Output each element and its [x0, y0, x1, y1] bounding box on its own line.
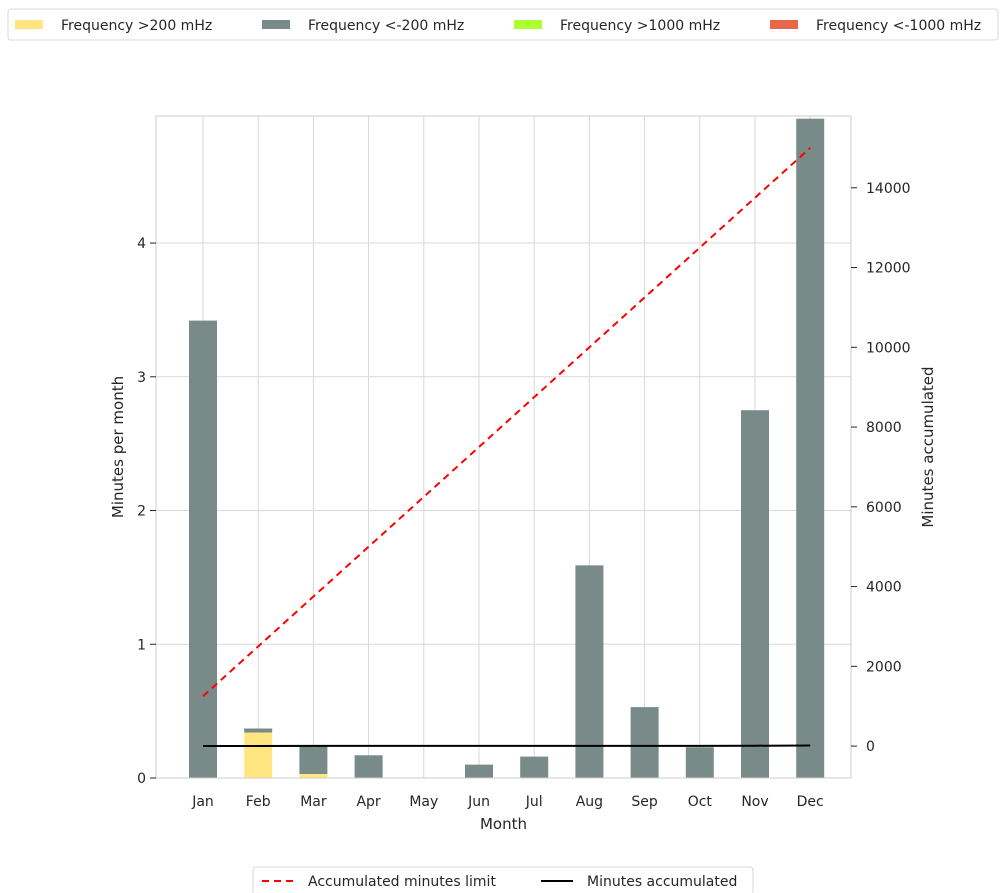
legend-label: Frequency >1000 mHz — [560, 18, 720, 34]
y-right-tick-label: 10000 — [866, 340, 911, 356]
legend-swatch — [15, 20, 43, 29]
bar — [299, 773, 328, 778]
y-tick-label: 3 — [137, 370, 146, 386]
plot-frame — [155, 115, 852, 779]
y-right-tick-label: 0 — [866, 739, 875, 755]
legend-bottom: Accumulated minutes limit Minutes accumul… — [252, 866, 754, 893]
x-tick-label: Feb — [246, 794, 271, 810]
legend-label: Minutes accumulated — [587, 874, 737, 890]
x-tick-label: Apr — [356, 794, 380, 810]
x-tick-label: Aug — [576, 794, 603, 810]
y-right-tick-label: 12000 — [866, 261, 911, 277]
legend-label: Frequency <-200 mHz — [308, 18, 464, 34]
bar — [520, 756, 549, 778]
bar — [244, 728, 273, 733]
x-tick-label: Jun — [467, 794, 490, 810]
y-tick-label: 4 — [137, 236, 146, 252]
bar — [575, 565, 604, 778]
legend-label: Accumulated minutes limit — [308, 874, 496, 890]
x-tick-label: Jul — [525, 794, 543, 810]
bar — [299, 745, 328, 774]
x-tick-label: Jan — [191, 794, 214, 810]
legend-top-frame — [7, 8, 999, 41]
legend-swatch — [262, 20, 290, 29]
bar — [796, 118, 825, 778]
legend-swatch — [770, 20, 798, 29]
x-tick-label: Mar — [300, 794, 327, 810]
y-axis-label: Minutes per month — [109, 376, 127, 518]
legend-label: Frequency <-1000 mHz — [816, 18, 981, 34]
y-tick-label: 2 — [137, 504, 146, 520]
bar — [465, 764, 493, 778]
x-tick-label: Oct — [688, 794, 713, 810]
y-tick-label: 0 — [137, 771, 146, 787]
legend-label: Frequency >200 mHz — [61, 18, 212, 34]
axes-ticks: 0 1 2 3 4 0 2000 4000 6000 8000 10000 12000 14000 Jan… — [137, 181, 910, 810]
bar — [685, 747, 714, 778]
y-right-tick-label: 14000 — [866, 181, 911, 197]
y-axis-right-label: Minutes accumulated — [919, 366, 937, 527]
bar — [630, 707, 659, 778]
x-tick-label: Dec — [797, 794, 824, 810]
legend-top: Frequency >200 mHz Frequency <-200 mHz Fre… — [7, 8, 999, 41]
bar — [244, 732, 273, 778]
y-tick-label: 1 — [137, 637, 146, 653]
series-line — [202, 147, 811, 697]
y-right-tick-label: 8000 — [866, 420, 902, 436]
bar — [354, 755, 383, 778]
y-right-tick-label: 6000 — [866, 500, 902, 516]
x-tick-label: May — [409, 794, 438, 810]
bars — [189, 118, 825, 778]
y-right-tick-label: 4000 — [866, 580, 902, 596]
legend-bottom-frame — [252, 866, 754, 893]
bar — [741, 410, 769, 778]
x-tick-label: Nov — [741, 794, 768, 810]
x-axis-label: Month — [480, 815, 527, 833]
bar — [189, 320, 217, 778]
x-tick-label: Sep — [631, 794, 658, 810]
lines — [202, 147, 811, 747]
y-right-tick-label: 2000 — [866, 659, 902, 675]
legend-swatch — [514, 20, 542, 29]
